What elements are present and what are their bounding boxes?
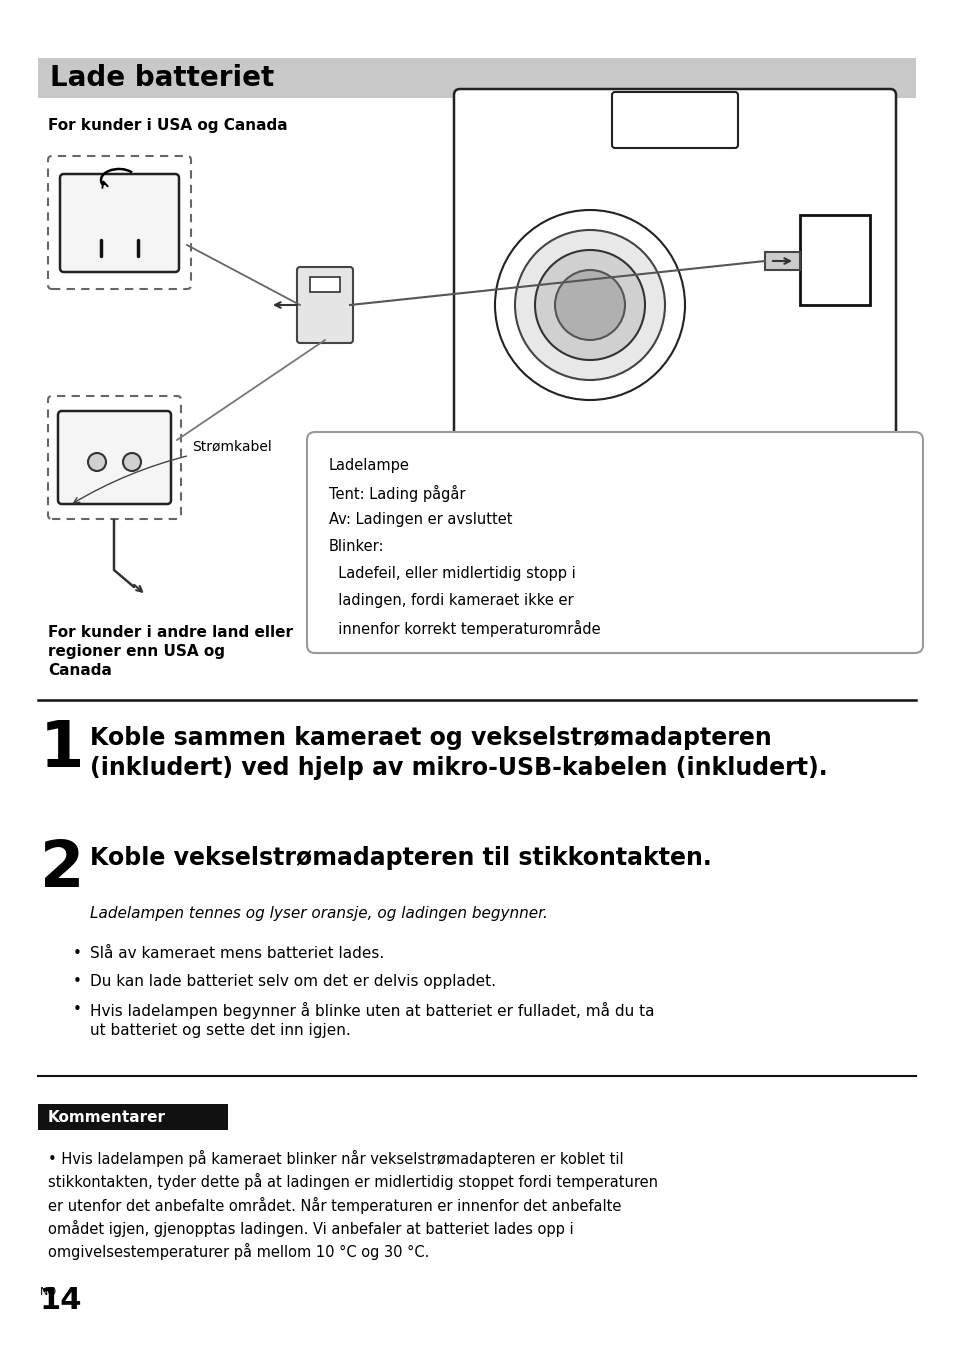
Text: 14: 14 [40,1286,82,1315]
Text: Ladelampe: Ladelampe [329,459,410,473]
Text: Koble vekselstrømadapteren til stikkontakten.: Koble vekselstrømadapteren til stikkonta… [90,846,711,870]
Text: ladingen, fordi kameraet ikke er: ladingen, fordi kameraet ikke er [329,593,573,608]
Text: Du kan lade batteriet selv om det er delvis oppladet.: Du kan lade batteriet selv om det er del… [90,974,496,989]
Text: Slå av kameraet mens batteriet lades.: Slå av kameraet mens batteriet lades. [90,946,384,960]
Circle shape [495,210,684,399]
Text: Hvis ladelampen begynner å blinke uten at batteriet er fulladet, må du ta
ut bat: Hvis ladelampen begynner å blinke uten a… [90,1002,654,1037]
FancyBboxPatch shape [307,432,923,654]
Text: Lade batteriet: Lade batteriet [50,65,274,91]
Text: Ladefeil, eller midlertidig stopp i: Ladefeil, eller midlertidig stopp i [329,566,576,581]
Text: • Hvis ladelampen på kameraet blinker når vekselstrømadapteren er koblet til
sti: • Hvis ladelampen på kameraet blinker nå… [48,1150,658,1260]
Text: For kunder i andre land eller
regioner enn USA og
Canada: For kunder i andre land eller regioner e… [48,625,293,678]
Text: 2: 2 [40,838,84,900]
Bar [38,58,915,98]
FancyBboxPatch shape [58,412,171,504]
Bar [38,1104,228,1130]
Bar [310,277,339,292]
Text: Ladelampen tennes og lyser oransje, og ladingen begynner.: Ladelampen tennes og lyser oransje, og l… [90,907,547,921]
FancyBboxPatch shape [48,156,191,289]
Text: •: • [73,946,82,960]
Circle shape [88,453,106,471]
Text: Tent: Lading pågår: Tent: Lading pågår [329,486,465,502]
Text: innenfor korrekt temperaturområde: innenfor korrekt temperaturområde [329,620,600,638]
Bar [800,215,869,305]
Circle shape [515,230,664,381]
FancyBboxPatch shape [454,89,895,441]
Text: Av: Ladingen er avsluttet: Av: Ladingen er avsluttet [329,512,512,527]
FancyBboxPatch shape [296,268,353,343]
FancyBboxPatch shape [612,91,738,148]
Text: Strømkabel: Strømkabel [73,440,272,503]
Circle shape [123,453,141,471]
FancyBboxPatch shape [60,174,179,272]
Text: NO: NO [40,1287,57,1297]
Text: Kommentarer: Kommentarer [48,1110,166,1124]
Text: For kunder i USA og Canada: For kunder i USA og Canada [48,118,287,133]
Circle shape [555,270,624,340]
Text: 1: 1 [40,718,84,780]
Text: •: • [73,974,82,989]
Text: •: • [73,1002,82,1017]
Circle shape [535,250,644,360]
Text: Koble sammen kameraet og vekselstrømadapteren
(inkludert) ved hjelp av mikro-USB: Koble sammen kameraet og vekselstrømadap… [90,726,827,780]
Bar [764,252,800,270]
FancyBboxPatch shape [48,395,181,519]
Text: Blinker:: Blinker: [329,539,384,554]
